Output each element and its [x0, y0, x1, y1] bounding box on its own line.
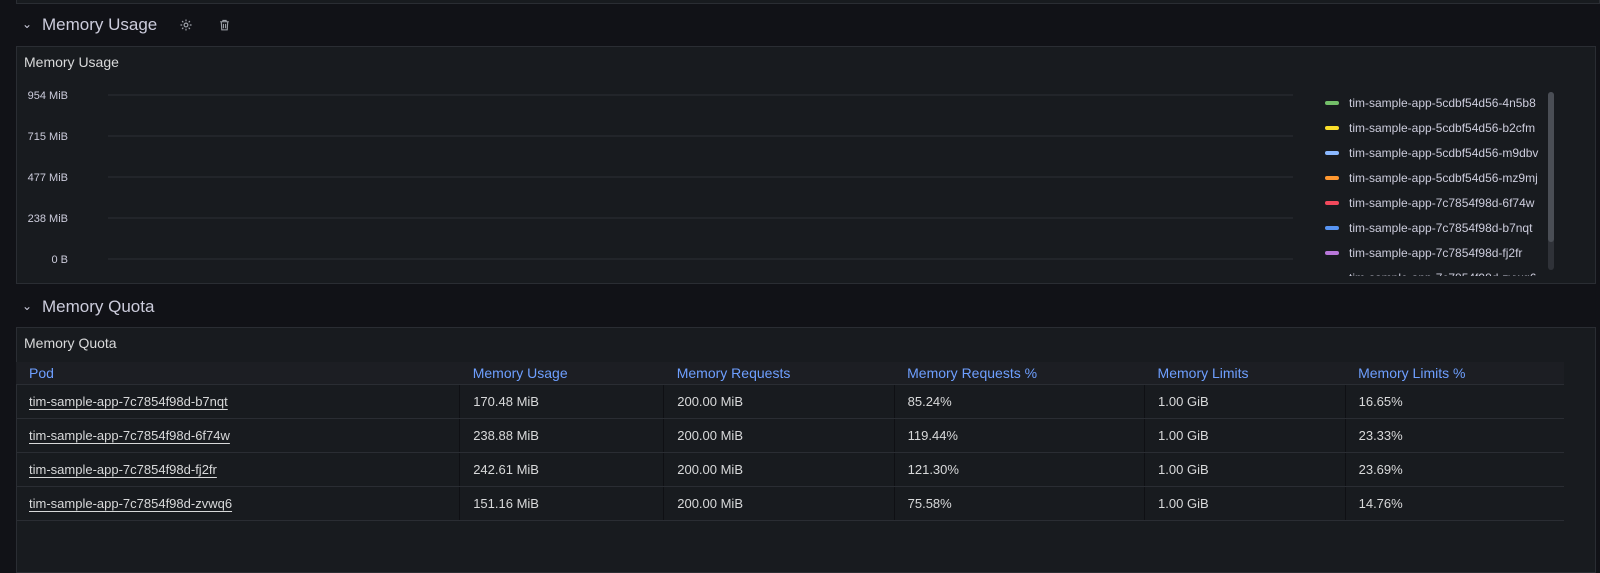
table-cell: 14.76%	[1345, 486, 1564, 521]
chevron-down-icon[interactable]: ⌄	[22, 17, 33, 31]
column-header[interactable]: Memory Limits %	[1345, 362, 1564, 385]
legend-swatch	[1325, 125, 1339, 130]
legend-label: tim-sample-app-7c7854f98d-b7nqt	[1349, 220, 1533, 235]
pod-link[interactable]: tim-sample-app-7c7854f98d-b7nqt	[29, 394, 228, 409]
trash-icon[interactable]	[215, 16, 233, 34]
table-cell: 242.61 MiB	[459, 452, 665, 487]
legend-item[interactable]: tim-sample-app-5cdbf54d56-b2cfm	[1325, 115, 1557, 140]
table-cell: 23.33%	[1345, 418, 1564, 453]
legend-label: tim-sample-app-7c7854f98d-6f74w	[1349, 195, 1535, 210]
column-header[interactable]: Pod	[16, 362, 460, 385]
pod-link[interactable]: tim-sample-app-7c7854f98d-6f74w	[29, 428, 230, 443]
legend-label: tim-sample-app-5cdbf54d56-m9dbv	[1349, 145, 1539, 160]
table-cell: 121.30%	[894, 452, 1146, 487]
legend-swatch	[1325, 250, 1339, 255]
panel-title: Memory Usage	[24, 54, 119, 70]
table-cell: 151.16 MiB	[459, 486, 665, 521]
legend-label: tim-sample-app-5cdbf54d56-mz9mj	[1349, 170, 1538, 185]
row-title[interactable]: Memory Quota	[42, 297, 155, 316]
column-header[interactable]: Memory Usage	[459, 362, 664, 385]
pod-cell: tim-sample-app-7c7854f98d-zvwq6	[16, 486, 461, 521]
table-cell: 85.24%	[894, 384, 1146, 419]
table-cell: 16.65%	[1345, 384, 1564, 419]
legend-label: tim-sample-app-5cdbf54d56-4n5b8	[1349, 95, 1536, 110]
pod-link[interactable]: tim-sample-app-7c7854f98d-fj2fr	[29, 462, 217, 477]
table-cell: 119.44%	[894, 418, 1146, 453]
table-cell: 23.69%	[1345, 452, 1564, 487]
table-row: tim-sample-app-7c7854f98d-b7nqt 170.48 Mi…	[16, 384, 1564, 419]
table-row: tim-sample-app-7c7854f98d-zvwq6 151.16 Mi…	[16, 486, 1564, 521]
legend-swatch	[1325, 225, 1339, 230]
chevron-down-icon[interactable]: ⌄	[22, 299, 33, 313]
legend-swatch	[1325, 100, 1339, 105]
gear-icon[interactable]	[177, 16, 195, 34]
table-cell: 238.88 MiB	[459, 418, 665, 453]
table-cell: 200.00 MiB	[663, 384, 895, 419]
legend-label: tim-sample-app-5cdbf54d56-b2cfm	[1349, 120, 1536, 135]
memory-usage-panel: Memory Usage	[16, 46, 1596, 284]
table-cell: 170.48 MiB	[459, 384, 665, 419]
legend-item[interactable]: tim-sample-app-7c7854f98d-zvwq6	[1325, 265, 1557, 276]
legend-item[interactable]: tim-sample-app-7c7854f98d-b7nqt	[1325, 215, 1557, 240]
legend-item[interactable]: tim-sample-app-5cdbf54d56-4n5b8	[1325, 90, 1557, 115]
column-header[interactable]: Memory Limits	[1144, 362, 1346, 385]
table-cell: 1.00 GiB	[1144, 418, 1346, 453]
table-cell: 200.00 MiB	[663, 418, 895, 453]
legend-item[interactable]: tim-sample-app-7c7854f98d-6f74w	[1325, 190, 1557, 215]
legend-swatch	[1325, 150, 1339, 155]
legend-swatch	[1325, 200, 1339, 205]
legend-label: tim-sample-app-7c7854f98d-zvwq6	[1349, 271, 1536, 277]
pod-cell: tim-sample-app-7c7854f98d-b7nqt	[16, 384, 461, 419]
legend-item[interactable]: tim-sample-app-5cdbf54d56-mz9mj	[1325, 165, 1557, 190]
table-row: tim-sample-app-7c7854f98d-6f74w 238.88 Mi…	[16, 418, 1564, 453]
legend-item[interactable]: tim-sample-app-7c7854f98d-fj2fr	[1325, 240, 1557, 265]
legend-swatch	[1325, 275, 1339, 276]
previous-panel-edge	[16, 0, 1600, 4]
legend-label: tim-sample-app-7c7854f98d-fj2fr	[1349, 245, 1523, 260]
column-header[interactable]: Memory Requests	[663, 362, 895, 385]
table-cell: 200.00 MiB	[663, 452, 895, 487]
table-cell: 75.58%	[894, 486, 1146, 521]
legend-item[interactable]: tim-sample-app-5cdbf54d56-m9dbv	[1325, 140, 1557, 165]
table-cell: 1.00 GiB	[1144, 384, 1346, 419]
table-cell: 1.00 GiB	[1144, 486, 1346, 521]
table-row: tim-sample-app-7c7854f98d-fj2fr 242.61 Mi…	[16, 452, 1564, 487]
panel-title: Memory Quota	[24, 335, 117, 351]
pod-link[interactable]: tim-sample-app-7c7854f98d-zvwq6	[29, 496, 233, 511]
row-title[interactable]: Memory Usage	[42, 15, 158, 34]
row-header-memory-usage[interactable]: ⌄ Memory Usage	[22, 10, 233, 40]
legend-swatch	[1325, 175, 1339, 180]
column-header[interactable]: Memory Requests %	[894, 362, 1145, 385]
table-cell: 200.00 MiB	[663, 486, 895, 521]
memory-quota-table: Pod Memory Usage Memory Requests Memory Req…	[16, 362, 1564, 521]
legend-scrollbar[interactable]	[1548, 92, 1554, 270]
table-cell: 1.00 GiB	[1144, 452, 1346, 487]
row-header-memory-quota[interactable]: ⌄ Memory Quota	[22, 292, 154, 322]
pod-cell: tim-sample-app-7c7854f98d-6f74w	[16, 418, 461, 453]
chart-legend[interactable]: tim-sample-app-5cdbf54d56-4n5b8 tim-sampl…	[1325, 90, 1557, 276]
pod-cell: tim-sample-app-7c7854f98d-fj2fr	[16, 452, 461, 487]
